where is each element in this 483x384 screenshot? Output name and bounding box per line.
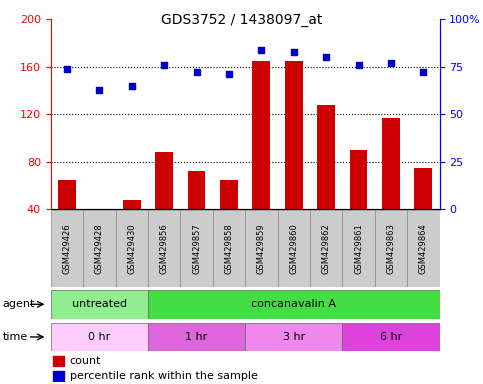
Point bbox=[225, 71, 233, 78]
Bar bbox=[278, 210, 310, 287]
Bar bbox=[414, 168, 432, 257]
Text: GDS3752 / 1438097_at: GDS3752 / 1438097_at bbox=[161, 13, 322, 27]
Text: concanavalin A: concanavalin A bbox=[251, 299, 336, 310]
Bar bbox=[253, 61, 270, 257]
Text: 0 hr: 0 hr bbox=[88, 332, 111, 342]
Text: GSM429861: GSM429861 bbox=[354, 223, 363, 274]
Text: GSM429860: GSM429860 bbox=[289, 223, 298, 274]
Bar bbox=[54, 356, 64, 366]
Text: GSM429428: GSM429428 bbox=[95, 223, 104, 274]
Bar bbox=[285, 61, 303, 257]
Text: GSM429430: GSM429430 bbox=[127, 223, 136, 274]
Bar bbox=[51, 290, 148, 319]
Text: GSM429862: GSM429862 bbox=[322, 223, 331, 274]
Point bbox=[355, 62, 362, 68]
Bar bbox=[187, 171, 205, 257]
Text: GSM429864: GSM429864 bbox=[419, 223, 428, 274]
Point bbox=[322, 54, 330, 60]
Text: 1 hr: 1 hr bbox=[185, 332, 208, 342]
Text: 3 hr: 3 hr bbox=[283, 332, 305, 342]
Text: percentile rank within the sample: percentile rank within the sample bbox=[70, 371, 257, 381]
Bar bbox=[213, 210, 245, 287]
Point bbox=[96, 86, 103, 93]
Point bbox=[63, 66, 71, 72]
Bar bbox=[155, 152, 173, 257]
Point bbox=[419, 70, 427, 76]
Text: GSM429856: GSM429856 bbox=[159, 223, 169, 274]
Bar bbox=[58, 180, 76, 257]
Text: GSM429426: GSM429426 bbox=[62, 223, 71, 274]
Point bbox=[128, 83, 136, 89]
Bar bbox=[342, 323, 440, 351]
Bar bbox=[148, 323, 245, 351]
Text: GSM429859: GSM429859 bbox=[257, 223, 266, 274]
Bar bbox=[83, 210, 115, 287]
Bar bbox=[148, 290, 440, 319]
Bar bbox=[245, 323, 342, 351]
Bar bbox=[54, 371, 64, 381]
Bar bbox=[90, 255, 108, 257]
Bar bbox=[350, 150, 368, 257]
Bar bbox=[382, 118, 400, 257]
Text: GSM429857: GSM429857 bbox=[192, 223, 201, 274]
Bar bbox=[220, 180, 238, 257]
Bar bbox=[148, 210, 180, 287]
Bar bbox=[310, 210, 342, 287]
Bar bbox=[407, 210, 440, 287]
Point bbox=[160, 62, 168, 68]
Bar bbox=[51, 210, 83, 287]
Point bbox=[257, 46, 265, 53]
Bar bbox=[180, 210, 213, 287]
Point bbox=[290, 48, 298, 55]
Text: GSM429863: GSM429863 bbox=[386, 223, 396, 274]
Bar bbox=[123, 200, 141, 257]
Text: time: time bbox=[2, 332, 28, 342]
Bar bbox=[317, 105, 335, 257]
Text: count: count bbox=[70, 356, 101, 366]
Text: GSM429858: GSM429858 bbox=[225, 223, 233, 274]
Text: agent: agent bbox=[2, 299, 35, 310]
Bar bbox=[375, 210, 407, 287]
Point bbox=[193, 70, 200, 76]
Bar bbox=[115, 210, 148, 287]
Bar bbox=[51, 323, 148, 351]
Text: 6 hr: 6 hr bbox=[380, 332, 402, 342]
Point bbox=[387, 60, 395, 66]
Bar bbox=[245, 210, 278, 287]
Bar bbox=[342, 210, 375, 287]
Text: untreated: untreated bbox=[72, 299, 127, 310]
